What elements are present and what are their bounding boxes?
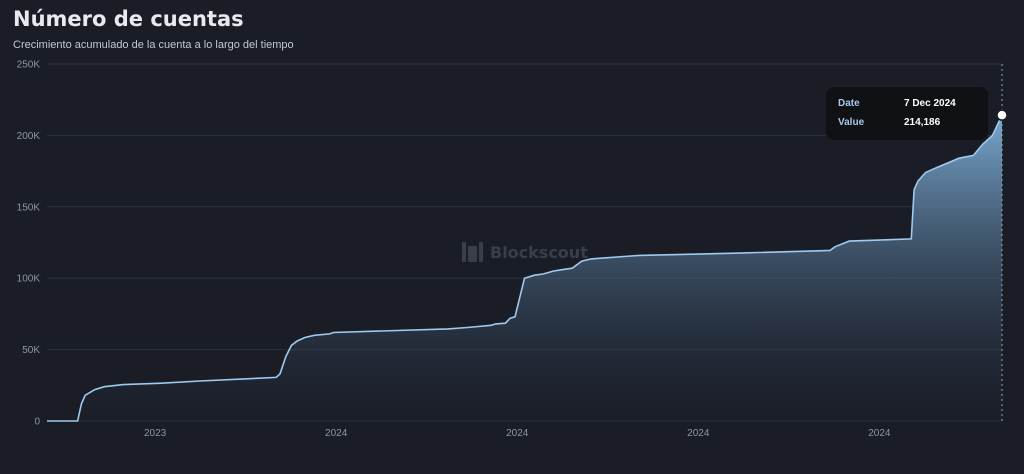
x-tick-label: 2024: [325, 428, 348, 439]
tooltip-value-value: 214,186: [904, 117, 941, 128]
hover-point[interactable]: [996, 109, 1008, 121]
tooltip-value-row: Value 214,186: [838, 117, 940, 128]
blockscout-logo-icon: [462, 242, 483, 262]
area-fill: [47, 115, 1002, 421]
y-axis: 0 50K 100K 150K 200K 250K: [17, 60, 41, 428]
y-tick-label: 250K: [17, 60, 41, 71]
x-tick-label: 2024: [868, 428, 891, 439]
watermark-text: Blockscout: [490, 243, 588, 262]
chart-subtitle: Crecimiento acumulado de la cuenta a lo …: [13, 39, 294, 51]
y-tick-label: 0: [34, 417, 40, 428]
tooltip-date-row: Date 7 Dec 2024: [838, 98, 956, 109]
y-tick-label: 50K: [22, 345, 40, 356]
x-tick-label: 2024: [687, 428, 710, 439]
tooltip-value-label: Value: [838, 117, 865, 128]
y-tick-label: 100K: [17, 274, 41, 285]
chart-title: Número de cuentas: [13, 7, 244, 31]
x-tick-label: 2023: [144, 428, 167, 439]
series-line: [47, 114, 1003, 422]
y-tick-label: 150K: [17, 202, 41, 213]
watermark: Blockscout: [462, 242, 588, 262]
tooltip: Date 7 Dec 2024 Value 214,186: [826, 87, 988, 140]
x-tick-label: 2024: [506, 428, 529, 439]
x-axis: 2023 2024 2024 2024 2024: [144, 428, 891, 439]
y-tick-label: 200K: [17, 131, 41, 142]
tooltip-date-value: 7 Dec 2024: [904, 98, 956, 109]
tooltip-date-label: Date: [838, 98, 860, 109]
